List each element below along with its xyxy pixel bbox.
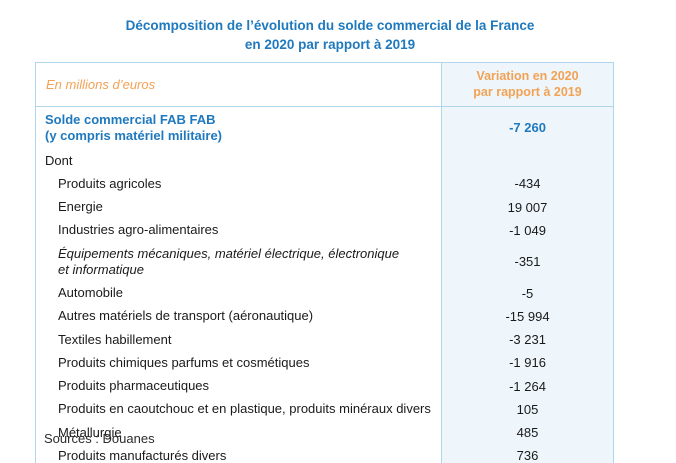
table-title: Décomposition de l’évolution du solde co…: [125, 18, 535, 52]
row-value: -7 260: [441, 106, 614, 149]
table-row: Produits en caoutchouc et en plastique, …: [36, 397, 614, 421]
table-header-row: En millions d’euros Variation en 2020 pa…: [35, 62, 614, 106]
table-row: Produits agricoles -434: [36, 172, 614, 196]
row-label: Produits chimiques parfums et cosmétique…: [58, 354, 310, 370]
row-value: 485: [441, 421, 614, 445]
table-row: Produits chimiques parfums et cosmétique…: [36, 351, 614, 375]
table-row: Produits pharmaceutiques -1 264: [36, 374, 614, 398]
row-label: Automobile: [58, 285, 124, 300]
unit-header: En millions d’euros: [46, 76, 156, 92]
table-row: Dont: [36, 149, 614, 173]
row-label: Dont: [45, 152, 73, 168]
table-body: Solde commercial FAB FAB (y compris maté…: [36, 106, 614, 463]
table-row: Industries agro-alimentaires -1 049: [36, 218, 614, 242]
row-value: 105: [441, 397, 614, 421]
table-row: Solde commercial FAB FAB (y compris maté…: [36, 106, 614, 149]
row-value: -434: [441, 172, 614, 196]
table-row: Automobile -5: [36, 281, 614, 305]
row-label: Équipements mécaniques, matériel électri…: [58, 245, 400, 277]
row-label: Métallurgie: [58, 424, 122, 440]
row-value: [441, 149, 614, 173]
row-value: 19 007: [441, 195, 614, 219]
row-label: Textiles habillement: [58, 331, 172, 347]
row-label: Produits pharmaceutiques: [58, 378, 210, 393]
row-label: Autres matériels de transport (aéronauti…: [58, 308, 314, 324]
row-value: -1 916: [441, 351, 614, 375]
row-label: Energie: [58, 199, 103, 214]
row-value: -1 049: [441, 218, 614, 242]
table-row: Energie 19 007: [36, 195, 614, 219]
table-row: Équipements mécaniques, matériel électri…: [36, 242, 614, 282]
row-value: -1 264: [441, 374, 614, 398]
row-label: Produits manufacturés divers: [58, 447, 227, 463]
row-label: Produits agricoles: [58, 175, 162, 191]
trade-balance-table: En millions d’euros Variation en 2020 pa…: [35, 62, 614, 463]
row-label: Produits en caoutchouc et en plastique, …: [58, 401, 431, 417]
row-value: -351: [441, 242, 614, 282]
row-value: -5: [441, 281, 614, 305]
row-value: -3 231: [441, 328, 614, 352]
variation-header: Variation en 2020 par rapport à 2019: [441, 62, 614, 106]
table-row: Autres matériels de transport (aéronauti…: [36, 304, 614, 328]
source-note: Sources : Douanes: [44, 431, 155, 446]
table-row: Métallurgie 485: [36, 421, 614, 445]
row-label: Solde commercial FAB FAB (y compris maté…: [45, 111, 223, 143]
row-value: 736: [441, 444, 614, 463]
row-value: -15 994: [441, 304, 614, 328]
table-row: Produits manufacturés divers 736: [36, 444, 614, 463]
row-label: Industries agro-alimentaires: [58, 222, 219, 238]
table-row: Textiles habillement -3 231: [36, 328, 614, 352]
